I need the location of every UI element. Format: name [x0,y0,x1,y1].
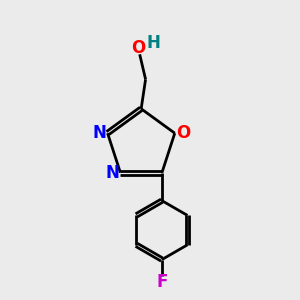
Text: N: N [92,124,106,142]
Text: O: O [176,124,190,142]
Text: O: O [131,39,145,57]
Text: F: F [156,273,168,291]
Text: H: H [146,34,160,52]
Text: N: N [105,164,119,182]
